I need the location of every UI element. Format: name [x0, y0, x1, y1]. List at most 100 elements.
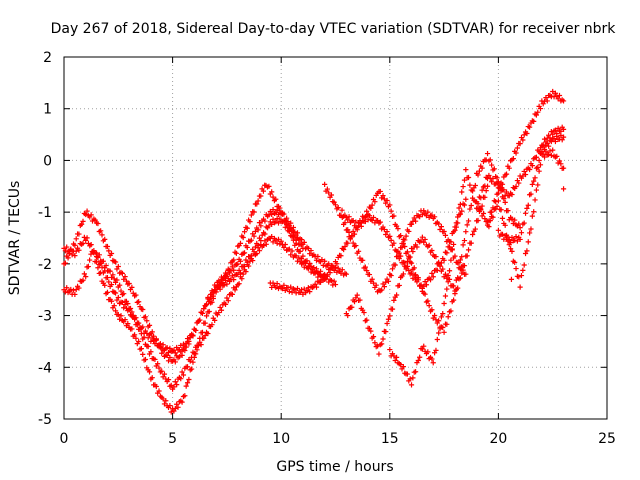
data-point — [184, 364, 191, 370]
data-point — [262, 238, 268, 244]
data-point — [527, 230, 533, 236]
data-point — [319, 257, 325, 263]
data-point — [269, 189, 275, 195]
data-point — [233, 250, 240, 256]
data-point — [460, 267, 466, 273]
data-point — [167, 403, 173, 409]
data-point — [486, 224, 492, 230]
data-point — [383, 328, 389, 335]
data-point — [353, 242, 359, 249]
data-point — [550, 88, 556, 95]
data-point — [290, 230, 297, 236]
data-point — [461, 177, 468, 183]
data-point — [274, 207, 280, 213]
data-point — [165, 377, 172, 383]
data-point — [425, 298, 431, 304]
data-point — [487, 157, 493, 163]
data-point — [232, 287, 238, 293]
data-point — [412, 218, 419, 224]
data-point — [152, 356, 158, 363]
data-point — [384, 197, 390, 204]
data-point — [252, 244, 259, 250]
data-point — [484, 150, 491, 157]
series-trace-d — [93, 233, 328, 392]
data-point — [387, 346, 393, 353]
data-point — [195, 343, 201, 349]
data-point — [383, 200, 389, 206]
data-point — [421, 239, 427, 245]
data-point — [130, 290, 136, 296]
data-point — [229, 264, 235, 270]
data-point — [381, 226, 387, 233]
data-point — [115, 263, 121, 270]
data-point — [383, 279, 389, 285]
data-point — [461, 237, 468, 244]
data-point — [392, 357, 398, 364]
data-point — [339, 207, 345, 213]
data-point — [520, 267, 526, 273]
data-point — [353, 295, 359, 301]
data-point — [172, 405, 178, 412]
data-point — [464, 222, 470, 228]
data-point — [255, 245, 261, 251]
series-trace-f — [322, 181, 469, 295]
data-point — [389, 306, 396, 312]
data-point — [240, 234, 246, 241]
data-point — [421, 343, 427, 349]
data-point — [117, 282, 123, 288]
data-point — [182, 343, 188, 349]
data-point — [380, 281, 386, 287]
data-point — [303, 260, 309, 266]
data-point — [463, 229, 469, 235]
data-point — [419, 234, 425, 240]
data-point — [410, 275, 416, 281]
data-point — [126, 280, 132, 287]
data-point — [297, 248, 303, 254]
data-point — [430, 315, 436, 321]
data-point — [258, 223, 264, 229]
data-point — [436, 221, 442, 227]
data-point — [437, 263, 443, 269]
data-point — [437, 226, 443, 233]
data-point — [494, 203, 500, 210]
data-point — [558, 132, 564, 138]
data-point — [560, 186, 567, 192]
data-point — [300, 253, 306, 259]
data-point — [292, 234, 298, 240]
data-point — [381, 283, 387, 290]
data-point — [332, 202, 339, 208]
data-point — [182, 347, 188, 354]
data-point — [92, 217, 98, 223]
data-point — [62, 260, 68, 266]
data-point — [451, 297, 457, 303]
data-point — [560, 134, 567, 140]
data-point — [421, 208, 427, 214]
data-point — [155, 361, 161, 367]
data-point — [478, 195, 484, 201]
data-point — [414, 244, 420, 250]
data-point — [289, 248, 295, 254]
data-point — [501, 187, 507, 193]
data-point — [380, 336, 386, 342]
data-point — [248, 237, 254, 243]
data-point — [541, 136, 548, 142]
data-point — [445, 272, 451, 279]
data-point — [148, 338, 154, 345]
data-point — [313, 284, 320, 290]
data-point — [502, 199, 508, 205]
data-point — [118, 288, 124, 294]
data-point — [551, 135, 557, 142]
data-point — [108, 298, 115, 304]
data-point — [244, 244, 250, 251]
data-point — [278, 238, 284, 244]
data-point — [426, 302, 432, 309]
data-point — [197, 317, 203, 323]
data-point — [149, 335, 155, 341]
data-point — [437, 326, 443, 332]
data-point — [357, 297, 363, 303]
data-point — [216, 309, 222, 316]
data-point — [366, 271, 373, 278]
y-axis-label: SDTVAR / TECUs — [7, 181, 23, 296]
data-point — [404, 249, 411, 255]
data-point — [119, 299, 125, 306]
